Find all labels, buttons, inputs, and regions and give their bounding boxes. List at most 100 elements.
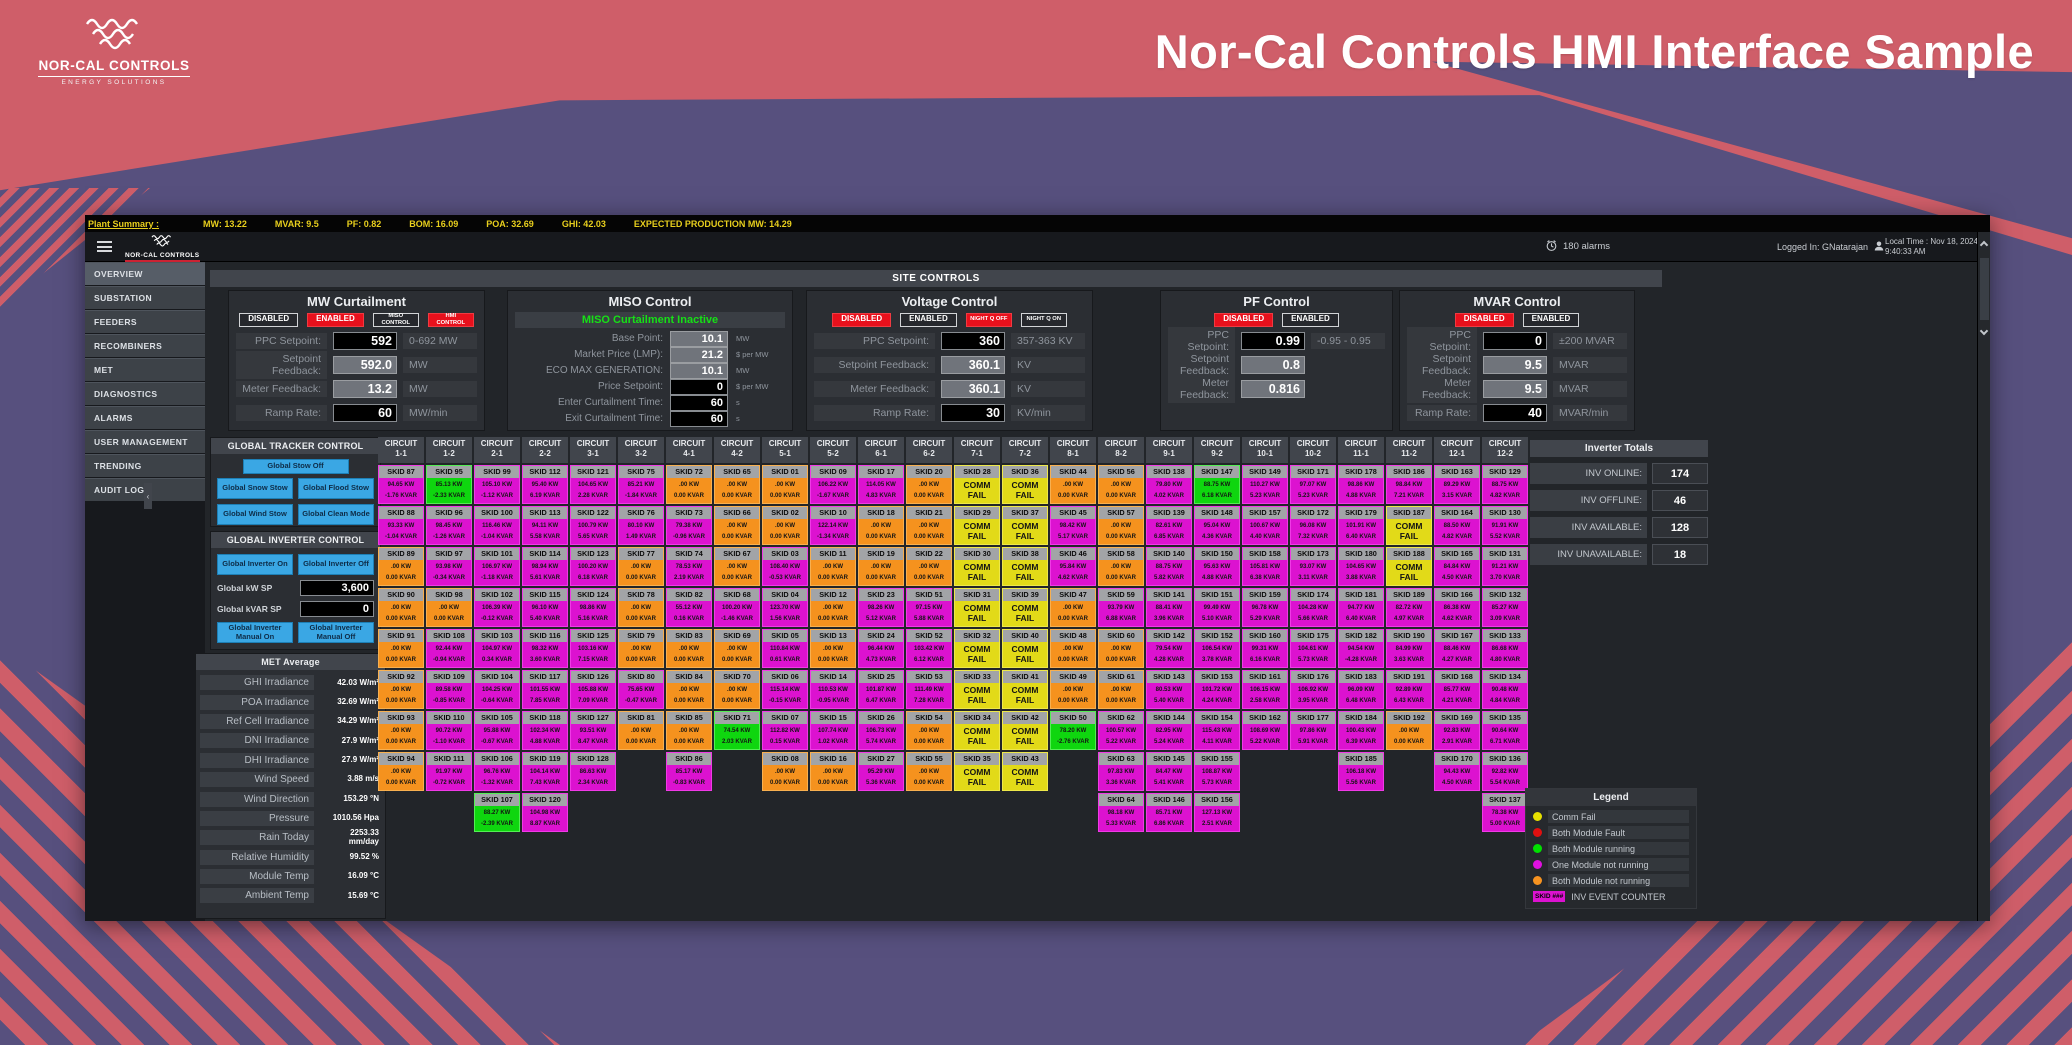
skid-cell-skid-61[interactable]: SKID 61 .00 KW 0.00 KVAR [1098, 670, 1144, 709]
skid-cell-skid-19[interactable]: SKID 19 .00 KW 0.00 KVAR [858, 547, 904, 586]
skid-cell-skid-43[interactable]: SKID 43 COMM FAIL [1002, 752, 1048, 791]
skid-cell-skid-176[interactable]: SKID 176 106.92 KW 3.95 KVAR [1290, 670, 1336, 709]
skid-cell-skid-04[interactable]: SKID 04 123.70 KW 1.56 KVAR [762, 588, 808, 627]
skid-cell-skid-157[interactable]: SKID 157 100.67 KW 4.40 KVAR [1242, 506, 1288, 545]
skid-cell-skid-123[interactable]: SKID 123 100.20 KW 6.18 KVAR [570, 547, 616, 586]
skid-cell-skid-77[interactable]: SKID 77 .00 KW 0.00 KVAR [618, 547, 664, 586]
sidebar-collapse-handle[interactable]: ‹ [144, 483, 152, 509]
disabled-button[interactable]: DISABLED [832, 312, 892, 327]
global-inverter-on-button[interactable]: Global Inverter On [217, 554, 293, 575]
skid-cell-skid-137[interactable]: SKID 137 78.38 KW 5.00 KVAR [1482, 793, 1528, 832]
skid-cell-skid-101[interactable]: SKID 101 106.97 KW -1.18 KVAR [474, 547, 520, 586]
skid-cell-skid-35[interactable]: SKID 35 COMM FAIL [954, 752, 1000, 791]
night-q-off-button[interactable]: NIGHT Q OFF [965, 312, 1012, 327]
skid-cell-skid-139[interactable]: SKID 139 82.61 KW 6.85 KVAR [1146, 506, 1192, 545]
sidebar-item-diagnostics[interactable]: DIAGNOSTICS [85, 382, 205, 405]
skid-cell-skid-115[interactable]: SKID 115 96.10 KW 5.40 KVAR [522, 588, 568, 627]
skid-cell-skid-59[interactable]: SKID 59 93.79 KW 6.88 KVAR [1098, 588, 1144, 627]
skid-cell-skid-134[interactable]: SKID 134 90.48 KW 4.84 KVAR [1482, 670, 1528, 709]
sidebar-item-trending[interactable]: TRENDING [85, 454, 205, 477]
skid-cell-skid-14[interactable]: SKID 14 110.53 KW -0.95 KVAR [810, 670, 856, 709]
skid-cell-skid-60[interactable]: SKID 60 .00 KW 0.00 KVAR [1098, 629, 1144, 668]
skid-cell-skid-33[interactable]: SKID 33 COMM FAIL [954, 670, 1000, 709]
skid-cell-skid-27[interactable]: SKID 27 95.29 KW 5.36 KVAR [858, 752, 904, 791]
skid-cell-skid-51[interactable]: SKID 51 97.15 KW 5.88 KVAR [906, 588, 952, 627]
skid-cell-skid-97[interactable]: SKID 97 93.98 KW -0.34 KVAR [426, 547, 472, 586]
skid-cell-skid-154[interactable]: SKID 154 115.43 KW 4.11 KVAR [1194, 711, 1240, 750]
global-stow-off-button[interactable]: Global Stow Off [242, 459, 349, 474]
global-wind-stow-button[interactable]: Global Wind Stow [217, 504, 293, 525]
skid-cell-skid-46[interactable]: SKID 46 95.84 KW 4.62 KVAR [1050, 547, 1096, 586]
skid-cell-skid-110[interactable]: SKID 110 90.72 KW -1.10 KVAR [426, 711, 472, 750]
global-kw-sp-input[interactable]: 3,600 [300, 580, 374, 596]
skid-cell-skid-162[interactable]: SKID 162 108.69 KW 5.22 KVAR [1242, 711, 1288, 750]
skid-cell-skid-49[interactable]: SKID 49 .00 KW 0.00 KVAR [1050, 670, 1096, 709]
skid-cell-skid-80[interactable]: SKID 80 75.65 KW -0.47 KVAR [618, 670, 664, 709]
skid-cell-skid-173[interactable]: SKID 173 93.07 KW 3.11 KVAR [1290, 547, 1336, 586]
skid-cell-skid-106[interactable]: SKID 106 96.76 KW -1.32 KVAR [474, 752, 520, 791]
ramp-rate--value[interactable]: 60 [333, 404, 397, 422]
skid-cell-skid-159[interactable]: SKID 159 96.78 KW 5.29 KVAR [1242, 588, 1288, 627]
scroll-up-icon[interactable] [1979, 240, 1989, 250]
enabled-button[interactable]: ENABLED [307, 312, 364, 327]
skid-cell-skid-152[interactable]: SKID 152 106.54 KW 3.78 KVAR [1194, 629, 1240, 668]
skid-cell-skid-38[interactable]: SKID 38 COMM FAIL [1002, 547, 1048, 586]
global-snow-stow-button[interactable]: Global Snow Stow [217, 478, 293, 499]
scrollbar-thumb[interactable] [1980, 258, 1989, 320]
skid-cell-skid-138[interactable]: SKID 138 79.80 KW 4.02 KVAR [1146, 465, 1192, 504]
skid-cell-skid-42[interactable]: SKID 42 COMM FAIL [1002, 711, 1048, 750]
global-inverter-manual-on-button[interactable]: Global Inverter Manual On [217, 622, 293, 643]
skid-cell-skid-177[interactable]: SKID 177 97.86 KW 5.91 KVAR [1290, 711, 1336, 750]
skid-cell-skid-79[interactable]: SKID 79 .00 KW 0.00 KVAR [618, 629, 664, 668]
skid-cell-skid-20[interactable]: SKID 20 .00 KW 0.00 KVAR [906, 465, 952, 504]
skid-cell-skid-102[interactable]: SKID 102 106.39 KW -0.12 KVAR [474, 588, 520, 627]
skid-cell-skid-48[interactable]: SKID 48 .00 KW 0.00 KVAR [1050, 629, 1096, 668]
skid-cell-skid-89[interactable]: SKID 89 .00 KW 0.00 KVAR [378, 547, 424, 586]
skid-cell-skid-168[interactable]: SKID 168 85.77 KW 4.21 KVAR [1434, 670, 1480, 709]
skid-cell-skid-131[interactable]: SKID 131 91.21 KW 3.70 KVAR [1482, 547, 1528, 586]
skid-cell-skid-58[interactable]: SKID 58 .00 KW 0.00 KVAR [1098, 547, 1144, 586]
skid-cell-skid-83[interactable]: SKID 83 .00 KW 0.00 KVAR [666, 629, 712, 668]
skid-cell-skid-119[interactable]: SKID 119 104.14 KW 7.43 KVAR [522, 752, 568, 791]
skid-cell-skid-155[interactable]: SKID 155 108.87 KW 5.73 KVAR [1194, 752, 1240, 791]
skid-cell-skid-69[interactable]: SKID 69 .00 KW 0.00 KVAR [714, 629, 760, 668]
skid-cell-skid-132[interactable]: SKID 132 85.27 KW 3.09 KVAR [1482, 588, 1528, 627]
sidebar-item-substation[interactable]: SUBSTATION [85, 286, 205, 309]
skid-cell-skid-156[interactable]: SKID 156 127.13 KW 2.51 KVAR [1194, 793, 1240, 832]
ramp-rate--value[interactable]: 40 [1483, 404, 1547, 422]
skid-cell-skid-130[interactable]: SKID 130 91.91 KW 5.52 KVAR [1482, 506, 1528, 545]
global-kvar-sp-input[interactable]: 0 [300, 601, 374, 617]
enabled-button[interactable]: ENABLED [900, 312, 957, 327]
disabled-button[interactable]: DISABLED [1454, 312, 1514, 327]
skid-cell-skid-08[interactable]: SKID 08 .00 KW 0.00 KVAR [762, 752, 808, 791]
skid-cell-skid-184[interactable]: SKID 184 100.43 KW 6.39 KVAR [1338, 711, 1384, 750]
skid-cell-skid-163[interactable]: SKID 163 89.29 KW 3.15 KVAR [1434, 465, 1480, 504]
skid-cell-skid-118[interactable]: SKID 118 102.34 KW 4.88 KVAR [522, 711, 568, 750]
skid-cell-skid-125[interactable]: SKID 125 103.16 KW 7.15 KVAR [570, 629, 616, 668]
skid-cell-skid-146[interactable]: SKID 146 85.71 KW 6.86 KVAR [1146, 793, 1192, 832]
skid-cell-skid-151[interactable]: SKID 151 99.49 KW 5.10 KVAR [1194, 588, 1240, 627]
disabled-button[interactable]: DISABLED [239, 312, 299, 327]
skid-cell-skid-52[interactable]: SKID 52 103.42 KW 6.12 KVAR [906, 629, 952, 668]
skid-cell-skid-72[interactable]: SKID 72 .00 KW 0.00 KVAR [666, 465, 712, 504]
global-clean-mode-button[interactable]: Global Clean Mode [298, 504, 374, 525]
skid-cell-skid-84[interactable]: SKID 84 .00 KW 0.00 KVAR [666, 670, 712, 709]
skid-cell-skid-62[interactable]: SKID 62 100.57 KW 5.22 KVAR [1098, 711, 1144, 750]
skid-cell-skid-175[interactable]: SKID 175 104.61 KW 5.73 KVAR [1290, 629, 1336, 668]
skid-cell-skid-01[interactable]: SKID 01 .00 KW 0.00 KVAR [762, 465, 808, 504]
skid-cell-skid-71[interactable]: SKID 71 74.54 KW 2.03 KVAR [714, 711, 760, 750]
menu-icon[interactable] [97, 241, 112, 255]
skid-cell-skid-56[interactable]: SKID 56 .00 KW 0.00 KVAR [1098, 465, 1144, 504]
global-inverter-manual-off-button[interactable]: Global Inverter Manual Off [298, 622, 374, 643]
sidebar-item-user-management[interactable]: USER MANAGEMENT [85, 430, 205, 453]
skid-cell-skid-02[interactable]: SKID 02 .00 KW 0.00 KVAR [762, 506, 808, 545]
enabled-button[interactable]: ENABLED [1522, 312, 1580, 327]
skid-cell-skid-160[interactable]: SKID 160 99.31 KW 6.16 KVAR [1242, 629, 1288, 668]
skid-cell-skid-87[interactable]: SKID 87 94.65 KW -1.76 KVAR [378, 465, 424, 504]
skid-cell-skid-122[interactable]: SKID 122 100.79 KW 5.65 KVAR [570, 506, 616, 545]
skid-cell-skid-66[interactable]: SKID 66 .00 KW 0.00 KVAR [714, 506, 760, 545]
skid-cell-skid-180[interactable]: SKID 180 104.65 KW 3.88 KVAR [1338, 547, 1384, 586]
skid-cell-skid-187[interactable]: SKID 187 COMM FAIL [1386, 506, 1432, 545]
sidebar-item-met[interactable]: MET [85, 358, 205, 381]
hmi-control-button[interactable]: HMI CONTROL [427, 312, 474, 327]
